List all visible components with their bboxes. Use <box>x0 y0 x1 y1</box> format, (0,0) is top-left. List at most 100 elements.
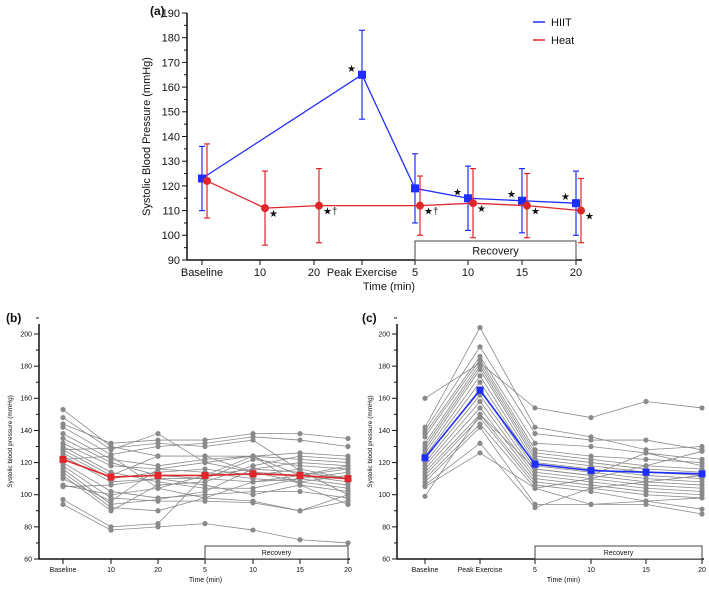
x-tick-label: Peak Exercise <box>458 567 503 574</box>
panel-label: (a) <box>150 4 165 18</box>
individual-point <box>477 440 483 446</box>
recovery-bracket <box>414 240 577 261</box>
individual-point <box>297 468 303 474</box>
individual-line <box>424 407 703 496</box>
individual-point <box>155 508 161 514</box>
x-tick-label: Baseline <box>181 267 223 279</box>
individual-line <box>424 358 703 463</box>
significance-marker: ★ <box>477 204 486 215</box>
individual-line <box>424 426 703 505</box>
series-line <box>201 73 577 204</box>
y-tick-label: 190 <box>162 8 180 20</box>
y-tick-label: 60 <box>382 556 390 563</box>
individual-point <box>345 540 351 546</box>
mean-point <box>107 473 115 481</box>
x-tick-label: 15 <box>642 567 650 574</box>
individual-line <box>424 362 703 418</box>
individual-point <box>643 498 649 504</box>
individual-point <box>297 508 303 514</box>
individual-line <box>424 362 703 470</box>
y-tick-label: 200 <box>20 331 32 338</box>
x-tick-label: 10 <box>249 567 257 574</box>
individual-point <box>699 495 705 501</box>
individual-point <box>202 453 208 459</box>
individual-line <box>424 375 703 480</box>
panel-c: (c) 60 80 100 120 140 160 180 200 Baseline Peak Ex… <box>362 311 706 584</box>
mean-point <box>476 386 484 394</box>
recovery-label: Recovery <box>604 550 634 557</box>
x-tick-label: Baseline <box>412 567 439 574</box>
y-tick-label: 140 <box>162 131 180 143</box>
y-tick-label: 120 <box>162 181 180 193</box>
data-point <box>416 201 424 210</box>
individual-point <box>422 434 428 440</box>
individual-point <box>532 485 538 491</box>
x-tick-label: 15 <box>516 267 528 279</box>
significance-marker: ★ <box>269 209 278 220</box>
individual-point <box>643 437 649 443</box>
individual-point <box>532 431 538 437</box>
y-tick-label: 90 <box>168 255 180 267</box>
individual-point <box>60 406 66 413</box>
individual-point <box>643 479 649 485</box>
y-tick-label: 180 <box>20 364 32 371</box>
x-tick-label: 20 <box>344 567 352 574</box>
individual-line <box>424 450 703 489</box>
panel-a: (a) 90 100 110 120 130 140 150 160 170 180 190 Basel… <box>141 4 594 293</box>
data-point <box>358 70 366 79</box>
data-point <box>203 176 211 185</box>
y-axis-title: Systolic blood pressure (mmHg) <box>367 395 374 487</box>
y-tick-label: 100 <box>378 492 390 499</box>
individual-series <box>422 324 705 517</box>
y-tick-label: 120 <box>20 460 32 467</box>
individual-point <box>345 501 351 507</box>
individual-point <box>155 496 161 503</box>
individual-point <box>60 496 66 503</box>
individual-point <box>297 437 303 443</box>
individual-line <box>424 423 703 515</box>
individual-point <box>345 466 351 472</box>
y-tick-label: 160 <box>20 396 32 403</box>
individual-point <box>155 431 161 437</box>
individual-point <box>60 424 66 430</box>
y-tick-label: 200 <box>378 331 390 338</box>
significance-marker: ★ <box>507 190 516 201</box>
individual-point <box>60 435 66 442</box>
mean-point <box>154 471 162 479</box>
x-tick-label: 10 <box>254 267 266 279</box>
individual-point <box>422 395 428 401</box>
mean-point <box>698 470 706 478</box>
y-tick-label: 160 <box>162 82 180 94</box>
data-point <box>411 184 419 193</box>
individual-point <box>588 501 594 507</box>
data-point <box>572 199 580 208</box>
individual-point <box>250 453 256 459</box>
individual-point <box>588 443 594 450</box>
individual-point <box>202 443 208 450</box>
individual-point <box>588 414 594 421</box>
y-tick-label: 180 <box>378 364 390 371</box>
individual-point <box>345 435 351 442</box>
individual-point <box>250 527 256 533</box>
individual-point <box>477 366 483 372</box>
individual-point <box>699 463 705 469</box>
individual-line <box>424 413 703 497</box>
individual-point <box>422 493 428 499</box>
individual-point <box>532 504 538 511</box>
individual-point <box>477 450 483 456</box>
mean-point <box>249 470 257 478</box>
individual-line <box>424 326 703 451</box>
legend-label: HIIT <box>551 17 572 29</box>
y-tick-label: 120 <box>378 460 390 467</box>
individual-point <box>250 500 256 506</box>
individual-point <box>60 447 66 453</box>
individual-point <box>108 492 114 498</box>
individual-point <box>297 431 303 437</box>
mean-point <box>531 460 539 468</box>
individual-point <box>477 405 483 411</box>
x-tick-label: 5 <box>533 567 537 574</box>
individual-point <box>108 440 114 446</box>
mean-point <box>201 471 209 479</box>
individual-point <box>532 466 538 472</box>
